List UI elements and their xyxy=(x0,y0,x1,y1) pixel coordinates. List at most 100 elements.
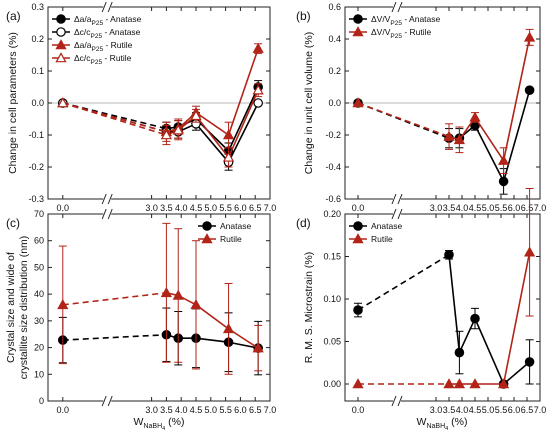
legend-marker xyxy=(56,27,66,37)
axis-break-mark xyxy=(397,395,403,407)
y-tick-label: 70 xyxy=(34,209,44,219)
axis-break-gap xyxy=(103,209,112,219)
axis-break-mark xyxy=(101,193,107,205)
axis-break-gap xyxy=(393,2,401,12)
data-point xyxy=(524,357,535,367)
x-tick-label: 6.0 xyxy=(508,203,521,213)
x-tick-label: 7.0 xyxy=(264,405,277,415)
series-line-segment xyxy=(458,318,476,353)
data-point xyxy=(453,133,466,145)
axis-break-mark xyxy=(391,395,397,407)
panel-label: (b) xyxy=(296,9,311,23)
series-1 xyxy=(353,85,535,195)
data-point xyxy=(353,305,363,315)
panel-label: (d) xyxy=(296,216,311,230)
data-point xyxy=(453,378,466,389)
x-tick-label: 6.5 xyxy=(521,203,534,213)
series-line-segment xyxy=(195,115,230,158)
y-tick-label: 0.0 xyxy=(31,98,44,108)
legend-label: Rutile xyxy=(371,234,393,244)
legend-label: Δa/aP25 - Rutile xyxy=(74,40,133,53)
y-tick-label: 10 xyxy=(34,369,44,379)
y-tick-label: 0 xyxy=(39,396,44,406)
data-point xyxy=(444,250,454,260)
y-tick-label: 0.15 xyxy=(323,252,341,262)
legend-marker xyxy=(352,26,364,37)
x-tick-label: 3.5 xyxy=(443,405,456,415)
x-tick-label: 6.0 xyxy=(234,405,247,415)
x-axis-label: WNaBH4 (%) xyxy=(417,416,468,432)
x-tick-label: 3.5 xyxy=(160,405,173,415)
legend-label: Rutile xyxy=(220,234,242,244)
legend-marker xyxy=(55,52,67,63)
data-point xyxy=(190,298,202,310)
series-line-segment xyxy=(195,118,230,152)
series-line-segment xyxy=(227,86,259,152)
data-point xyxy=(222,129,235,140)
legend-marker xyxy=(352,233,364,244)
y-tick-label: 60 xyxy=(34,236,44,246)
axis-break-mark xyxy=(107,395,113,407)
x-tick-label: 0.0 xyxy=(57,203,70,213)
data-point xyxy=(524,85,535,95)
axis-break-gap xyxy=(103,396,112,406)
axis-break-mark xyxy=(397,208,403,220)
data-point xyxy=(222,323,235,334)
data-point xyxy=(252,342,264,353)
y-tick-label: -0.4 xyxy=(325,162,341,172)
data-point xyxy=(523,246,536,257)
series-line-segment xyxy=(228,341,259,349)
series-line-segment xyxy=(195,123,230,163)
legend: Anatase Rutile xyxy=(198,221,251,244)
x-tick-label: 5.0 xyxy=(482,203,495,213)
data-point xyxy=(469,378,481,389)
series-line-segment xyxy=(503,361,531,385)
x-tick-label: 4.0 xyxy=(175,203,188,213)
panel-c: 0.0 3.0 3.5 4.0 4.5 5.0 5.5 6.0 6.5 7.0 70 60 50 40 30… xyxy=(5,208,277,415)
series-line-segment xyxy=(357,102,450,139)
axis-break-mark xyxy=(107,193,113,205)
x-tick-label: 4.5 xyxy=(469,405,482,415)
legend-marker xyxy=(201,233,213,244)
y-tick-label: 0.2 xyxy=(328,66,341,76)
series-line-segment xyxy=(357,254,450,311)
x-tick-label: 5.5 xyxy=(219,405,232,415)
y-tick-label: 40 xyxy=(34,289,44,299)
data-point xyxy=(222,151,235,162)
legend-label: ΔV/VP25 - Anatase xyxy=(371,14,441,27)
axis-break-gap xyxy=(393,396,401,406)
panel-label: (a) xyxy=(6,9,21,23)
series-line-segment xyxy=(502,252,531,385)
series-4 xyxy=(57,83,264,168)
x-tick-label: 6.0 xyxy=(508,405,521,415)
data-point xyxy=(352,378,364,389)
series-line-segment xyxy=(195,111,230,136)
y-tick-label: -0.2 xyxy=(325,130,341,140)
x-tick-label: 3.5 xyxy=(160,203,173,213)
y-tick-label: 50 xyxy=(34,262,44,272)
x-tick-label: 7.0 xyxy=(534,203,547,213)
x-tick-label: 0.0 xyxy=(57,405,70,415)
series-line-segment xyxy=(227,48,259,136)
y-tick-label: -0.2 xyxy=(28,162,44,172)
x-tick-label: 6.5 xyxy=(249,405,262,415)
axis-break-mark xyxy=(101,395,107,407)
x-tick-label: 7.0 xyxy=(534,405,547,415)
x-tick-label: 3.0 xyxy=(145,203,158,213)
series-line-segment xyxy=(62,333,167,341)
x-tick-label: 0.0 xyxy=(352,203,365,213)
x-tick-label: 4.5 xyxy=(469,203,482,213)
x-tick-label: 6.0 xyxy=(234,203,247,213)
x-tick-label: 4.0 xyxy=(456,203,469,213)
series-2 xyxy=(352,188,536,389)
y-tick-label: 0.20 xyxy=(323,209,341,219)
legend-label: Anatase xyxy=(371,221,402,231)
axis-break-mark xyxy=(391,1,397,13)
series-line-segment xyxy=(357,102,450,138)
series-line-segment xyxy=(474,125,505,182)
axis-break-gap xyxy=(393,209,401,219)
data-point xyxy=(352,97,364,108)
legend-marker xyxy=(353,14,363,24)
